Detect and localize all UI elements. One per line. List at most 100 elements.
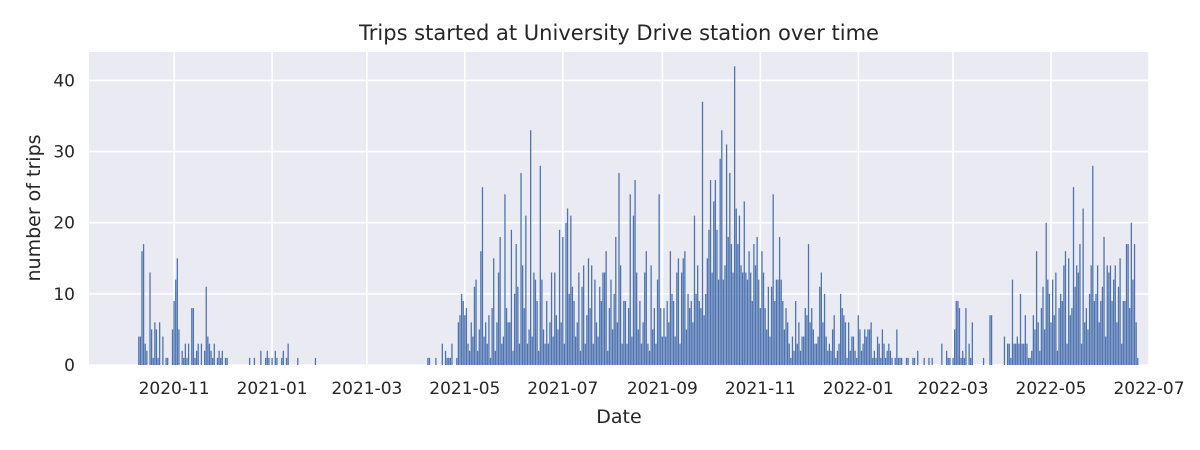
bar xyxy=(954,329,956,365)
bar xyxy=(497,272,500,365)
bar xyxy=(751,300,753,365)
x-tick-label: 2022-03 xyxy=(918,379,989,399)
bar xyxy=(672,300,675,365)
bar xyxy=(843,315,845,365)
bar xyxy=(674,336,676,365)
bar xyxy=(478,329,480,365)
bar xyxy=(865,336,867,365)
bar xyxy=(501,343,503,365)
bar xyxy=(852,336,855,365)
bar xyxy=(457,322,460,365)
bar xyxy=(314,357,317,365)
bar xyxy=(1064,251,1067,365)
bar xyxy=(1047,279,1049,365)
bar xyxy=(1111,300,1113,365)
bar xyxy=(886,350,888,365)
bar xyxy=(637,329,639,365)
bar xyxy=(849,350,851,365)
bar xyxy=(766,329,768,365)
bar xyxy=(786,322,789,365)
bar xyxy=(472,336,474,365)
bar xyxy=(589,308,591,365)
bar xyxy=(822,322,824,365)
bar xyxy=(603,272,606,365)
bar xyxy=(955,300,957,365)
bar xyxy=(732,272,734,365)
bar xyxy=(449,357,451,365)
y-tick-labels: 0 10 20 30 40 xyxy=(53,71,75,376)
bar xyxy=(546,300,548,365)
bar xyxy=(552,336,554,365)
bar xyxy=(745,272,747,365)
bar xyxy=(790,357,792,365)
bar xyxy=(627,308,630,365)
bar xyxy=(1008,343,1010,365)
bar xyxy=(507,322,509,365)
bar xyxy=(611,329,614,365)
bar xyxy=(854,350,856,365)
bar xyxy=(427,357,429,365)
bar xyxy=(746,279,749,365)
bar xyxy=(1037,322,1039,365)
bar xyxy=(743,201,745,365)
bar xyxy=(839,293,842,365)
bar xyxy=(154,322,156,365)
bar xyxy=(626,343,628,365)
bar xyxy=(708,229,710,365)
bar xyxy=(1026,343,1028,365)
bar xyxy=(758,279,760,365)
bar xyxy=(962,350,964,365)
bar xyxy=(613,293,615,365)
bar xyxy=(856,357,858,365)
bar xyxy=(205,286,207,365)
bar xyxy=(700,308,702,365)
bar xyxy=(558,229,561,365)
bar xyxy=(819,286,821,365)
bar xyxy=(146,350,148,365)
bar xyxy=(692,322,694,365)
bar xyxy=(1045,222,1047,365)
bar xyxy=(695,293,697,365)
bar xyxy=(793,350,795,365)
bar xyxy=(435,357,437,365)
bar xyxy=(550,272,553,365)
bar xyxy=(733,66,736,365)
bar xyxy=(833,315,835,365)
bar xyxy=(1007,343,1009,365)
bar xyxy=(664,336,667,365)
bar xyxy=(183,357,185,365)
bar xyxy=(798,322,800,365)
bar xyxy=(1125,244,1128,365)
bar xyxy=(528,329,530,365)
bar xyxy=(150,329,153,365)
bar xyxy=(162,336,164,365)
bar xyxy=(142,244,145,365)
bar xyxy=(676,272,678,365)
bar xyxy=(748,251,750,365)
bar xyxy=(203,350,206,365)
bar xyxy=(468,350,471,365)
bar xyxy=(1098,322,1100,365)
bar xyxy=(917,350,919,365)
bar xyxy=(1050,322,1052,365)
bar xyxy=(1079,244,1081,365)
bar xyxy=(970,357,972,365)
bar xyxy=(568,293,570,365)
bar xyxy=(725,144,728,365)
bar xyxy=(762,272,765,365)
bar xyxy=(764,308,766,365)
bar xyxy=(848,322,850,365)
bar xyxy=(605,251,607,365)
bar xyxy=(711,272,713,365)
bar xyxy=(679,343,681,365)
bar xyxy=(1048,293,1051,365)
bar xyxy=(1074,286,1076,365)
bar xyxy=(547,343,549,365)
bar xyxy=(451,343,453,365)
bar xyxy=(165,357,167,365)
bar xyxy=(281,357,283,365)
bar xyxy=(1069,315,1071,365)
bar xyxy=(155,329,158,365)
bar xyxy=(862,343,864,365)
bar xyxy=(181,350,183,365)
